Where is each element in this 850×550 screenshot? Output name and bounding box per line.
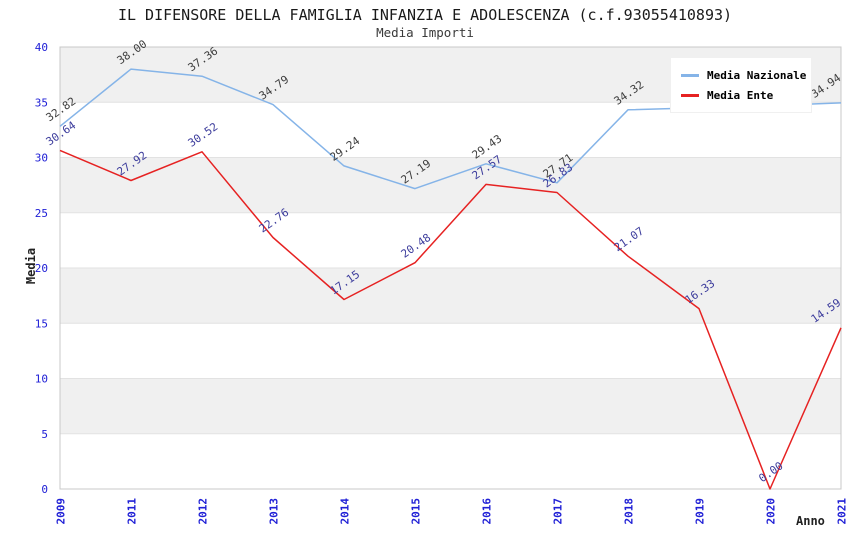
plot-band: [60, 433, 841, 489]
y-axis-title: Media: [24, 247, 38, 285]
y-tick-label: 10: [35, 373, 48, 386]
x-tick-label: 2014: [339, 498, 352, 525]
legend-item-media-ente: Media Ente: [679, 85, 803, 105]
plot-band: [60, 268, 841, 324]
legend-item-media-nazionale: Media Nazionale: [679, 65, 807, 85]
x-tick-label: 2015: [410, 498, 423, 525]
plot-band: [60, 157, 841, 213]
y-tick-label: 35: [35, 96, 48, 109]
legend-swatch-media-nazionale: [681, 73, 699, 77]
chart-legend: Media Nazionale Media Ente: [670, 57, 812, 113]
y-tick-label: 20: [35, 262, 48, 275]
y-tick-label: 40: [35, 41, 48, 54]
x-tick-label: 2017: [552, 498, 565, 525]
x-tick-label: 2013: [268, 498, 281, 525]
legend-label: Media Ente: [707, 88, 774, 102]
y-tick-label: 25: [35, 207, 48, 220]
legend-label: Media Nazionale: [707, 68, 807, 82]
x-tick-label: 2009: [55, 498, 68, 525]
x-tick-label: 2019: [694, 498, 707, 525]
x-axis-title: Anno: [796, 514, 825, 528]
plot-band: [60, 378, 841, 434]
x-tick-label: 2016: [481, 498, 494, 525]
plot-border: [59, 46, 842, 490]
x-tick-label: 2020: [765, 498, 778, 525]
y-tick-label: 5: [41, 428, 48, 441]
x-tick-label: 2011: [126, 498, 139, 525]
x-tick-label: 2018: [623, 498, 636, 525]
plot-band: [60, 212, 841, 268]
x-tick-label: 2021: [836, 498, 849, 525]
y-tick-label: 15: [35, 317, 48, 330]
plot-band: [60, 323, 841, 379]
chart-subtitle: Media Importi: [376, 25, 474, 40]
chart-title: IL DIFENSORE DELLA FAMIGLIA INFANZIA E A…: [117, 6, 733, 24]
legend-swatch-media-ente: [681, 93, 699, 97]
y-tick-label: 30: [35, 152, 48, 165]
x-tick-label: 2012: [197, 498, 210, 525]
y-tick-label: 0: [41, 483, 48, 496]
series-line-media-ente: [59, 149, 842, 490]
